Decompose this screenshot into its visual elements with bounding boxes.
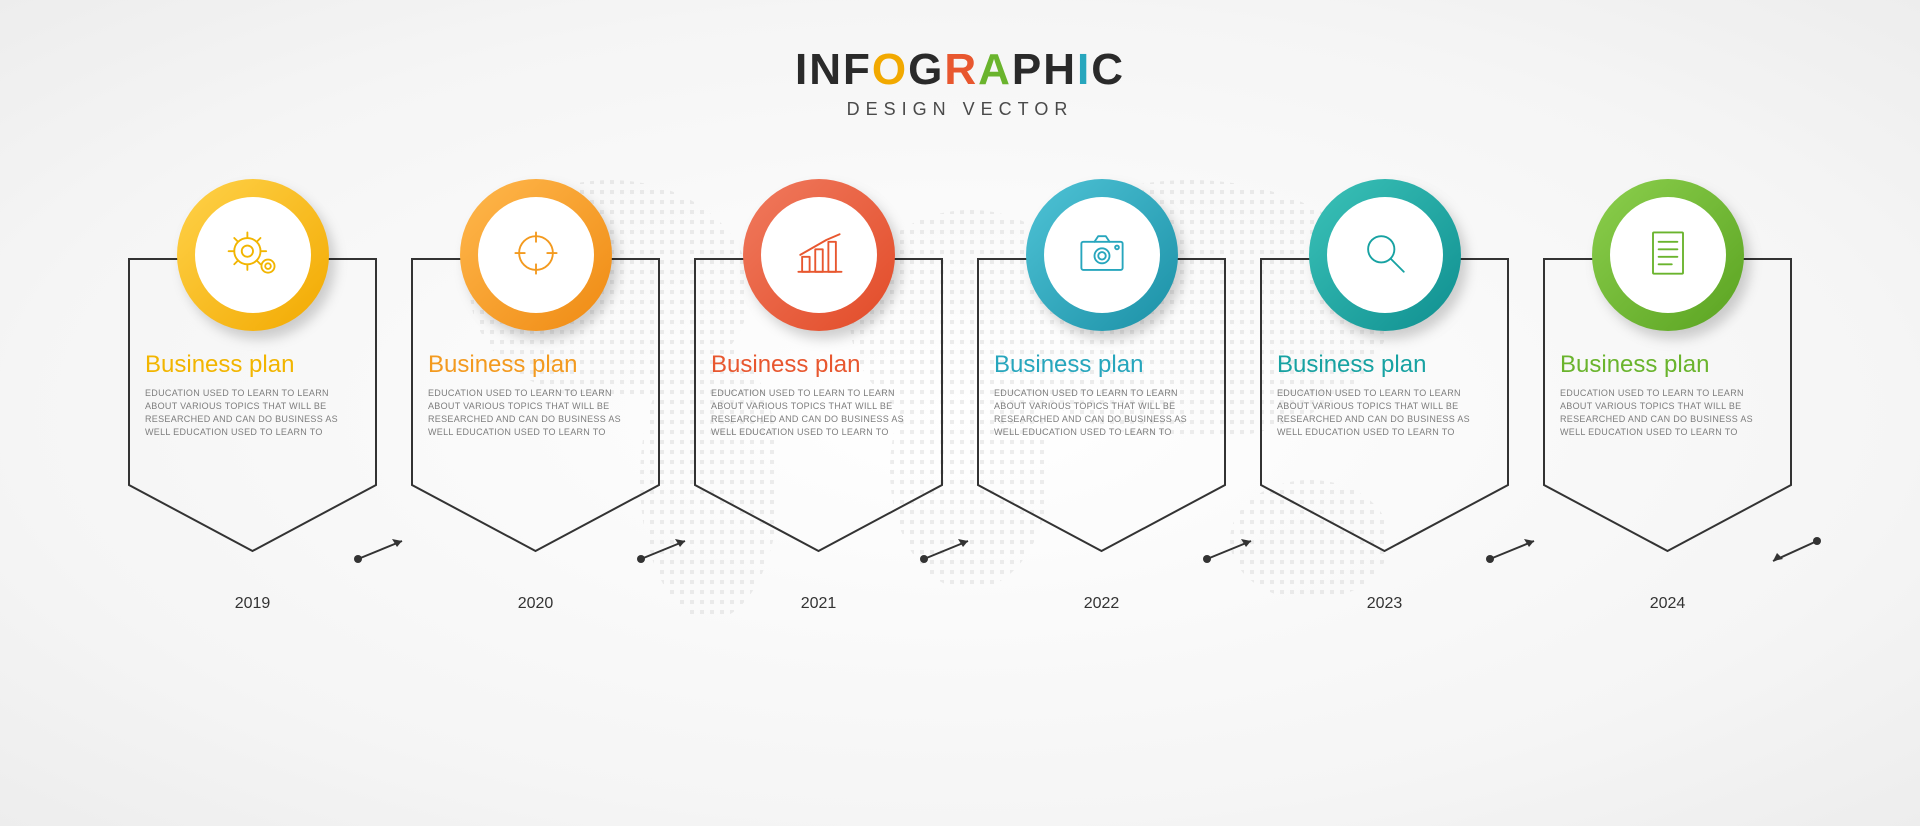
card-heading: Business plan [145,351,360,379]
title-letter: I [795,45,809,95]
card-ring [177,179,329,331]
card-description: EDUCATION USED TO LEARN TO LEARN ABOUT V… [994,387,1209,439]
timeline-card: Business plan EDUCATION USED TO LEARN TO… [974,255,1229,555]
ring-inner [1044,197,1160,313]
card-text: Business plan EDUCATION USED TO LEARN TO… [1560,351,1775,439]
card-description: EDUCATION USED TO LEARN TO LEARN ABOUT V… [1277,387,1492,439]
title-letter: I [1077,45,1091,95]
title-letter: O [872,45,908,95]
card-year: 2024 [1540,595,1795,613]
timeline-card: Business plan EDUCATION USED TO LEARN TO… [125,255,380,555]
ring-inner [1610,197,1726,313]
camera-icon [1072,223,1132,288]
timeline-card: Business plan EDUCATION USED TO LEARN TO… [1257,255,1512,555]
connector-arrow [1199,535,1259,565]
timeline-card: Business plan EDUCATION USED TO LEARN TO… [691,255,946,555]
timeline-card: Business plan EDUCATION USED TO LEARN TO… [408,255,663,555]
card-heading: Business plan [711,351,926,379]
card-description: EDUCATION USED TO LEARN TO LEARN ABOUT V… [428,387,643,439]
bar-chart-icon [789,223,849,288]
document-icon [1638,223,1698,288]
ring-inner [1327,197,1443,313]
ring-inner [478,197,594,313]
card-heading: Business plan [428,351,643,379]
connector-arrow [633,535,693,565]
title-letter: H [1043,45,1077,95]
header: INFOGRAPHIC DESIGN VECTOR [0,45,1920,120]
title-letter: P [1012,45,1043,95]
title-letter: F [843,45,872,95]
card-heading: Business plan [994,351,1209,379]
title-letter: N [809,45,843,95]
gears-icon [223,223,283,288]
card-year: 2022 [974,595,1229,613]
card-ring [743,179,895,331]
connector-arrow [1482,535,1542,565]
card-description: EDUCATION USED TO LEARN TO LEARN ABOUT V… [1560,387,1775,439]
card-year: 2023 [1257,595,1512,613]
card-heading: Business plan [1277,351,1492,379]
card-ring [460,179,612,331]
title-letter: R [944,45,978,95]
card-ring [1592,179,1744,331]
subtitle: DESIGN VECTOR [0,99,1920,120]
connector-arrow [916,535,976,565]
title-letter: G [908,45,944,95]
target-icon [506,223,566,288]
main-title: INFOGRAPHIC [0,45,1920,95]
card-shield: Business plan EDUCATION USED TO LEARN TO… [1257,255,1512,555]
magnifier-icon [1355,223,1415,288]
card-shield: Business plan EDUCATION USED TO LEARN TO… [974,255,1229,555]
card-year: 2020 [408,595,663,613]
card-text: Business plan EDUCATION USED TO LEARN TO… [1277,351,1492,439]
card-year: 2021 [691,595,946,613]
card-text: Business plan EDUCATION USED TO LEARN TO… [994,351,1209,439]
connector-arrow [1765,535,1825,565]
timeline: Business plan EDUCATION USED TO LEARN TO… [0,255,1920,555]
card-description: EDUCATION USED TO LEARN TO LEARN ABOUT V… [711,387,926,439]
card-ring [1309,179,1461,331]
card-text: Business plan EDUCATION USED TO LEARN TO… [145,351,360,439]
card-shield: Business plan EDUCATION USED TO LEARN TO… [691,255,946,555]
title-letter: C [1091,45,1125,95]
card-text: Business plan EDUCATION USED TO LEARN TO… [711,351,926,439]
card-year: 2019 [125,595,380,613]
card-description: EDUCATION USED TO LEARN TO LEARN ABOUT V… [145,387,360,439]
card-shield: Business plan EDUCATION USED TO LEARN TO… [408,255,663,555]
timeline-card: Business plan EDUCATION USED TO LEARN TO… [1540,255,1795,555]
title-letter: A [978,45,1012,95]
card-shield: Business plan EDUCATION USED TO LEARN TO… [125,255,380,555]
card-heading: Business plan [1560,351,1775,379]
card-shield: Business plan EDUCATION USED TO LEARN TO… [1540,255,1795,555]
card-ring [1026,179,1178,331]
card-text: Business plan EDUCATION USED TO LEARN TO… [428,351,643,439]
connector-arrow [350,535,410,565]
ring-inner [195,197,311,313]
ring-inner [761,197,877,313]
